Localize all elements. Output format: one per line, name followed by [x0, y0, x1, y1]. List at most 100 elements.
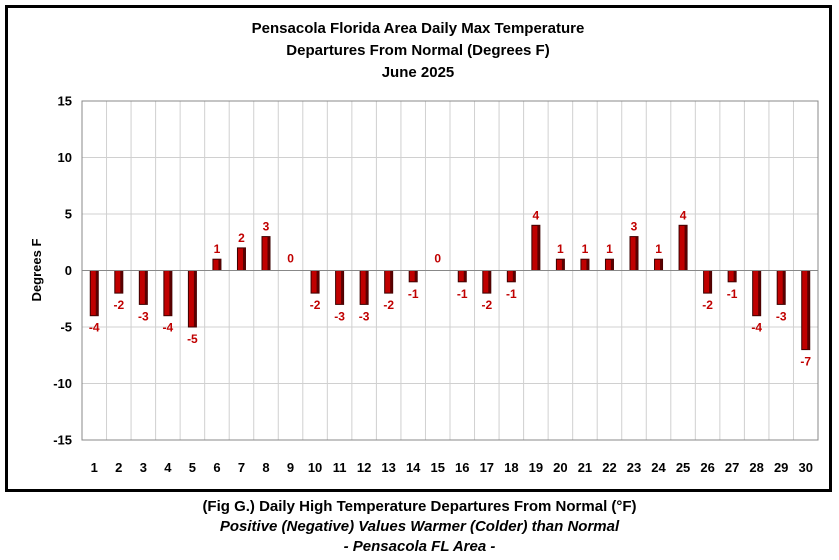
data-label: -3	[359, 309, 370, 323]
bar-shade	[709, 270, 712, 294]
x-tick-label: 7	[238, 460, 245, 475]
chart-title-line-1: Pensacola Florida Area Daily Max Tempera…	[252, 20, 585, 37]
x-tick-label: 29	[774, 460, 788, 475]
data-label: -2	[310, 298, 321, 312]
x-tick-label: 28	[749, 460, 763, 475]
x-tick-label: 8	[262, 460, 269, 475]
x-tick-label: 11	[333, 460, 347, 475]
x-tick-label: 27	[725, 460, 739, 475]
bar-shade	[807, 270, 810, 350]
x-tick-label: 15	[430, 460, 444, 475]
x-tick-label: 24	[651, 460, 666, 475]
data-label: -2	[383, 298, 394, 312]
data-label: 3	[263, 220, 270, 234]
chart-title-line-2: Departures From Normal (Degrees F)	[286, 42, 549, 59]
x-tick-label: 1	[91, 460, 98, 475]
x-tick-label: 14	[406, 460, 421, 475]
data-label: -1	[727, 287, 738, 301]
bar-shade	[733, 270, 737, 282]
bar-shade	[218, 259, 221, 271]
data-label: -4	[751, 321, 762, 335]
x-tick-label: 9	[287, 460, 294, 475]
x-tick-label: 12	[357, 460, 371, 475]
chart: Pensacola Florida Area Daily Max Tempera…	[29, 20, 819, 475]
bar-shade	[95, 270, 99, 316]
bar-shade	[169, 270, 172, 316]
data-label: 1	[655, 242, 662, 256]
x-tick-label: 26	[700, 460, 714, 475]
bar-shade	[267, 236, 270, 271]
bar-shade	[390, 270, 393, 294]
bar-shade	[144, 270, 148, 305]
x-tick-label: 21	[578, 460, 592, 475]
bar-shade	[660, 259, 663, 271]
bar-shade	[463, 270, 467, 282]
data-label: 0	[434, 252, 441, 266]
data-label: 4	[680, 208, 687, 222]
x-tick-label: 3	[140, 460, 147, 475]
x-tick-label: 22	[602, 460, 616, 475]
data-label: 1	[606, 242, 613, 256]
data-label: -1	[408, 287, 419, 301]
bar-shade	[120, 270, 123, 294]
chart-title-line-3: June 2025	[382, 64, 455, 81]
data-label: -4	[163, 321, 174, 335]
x-tick-label: 25	[676, 460, 690, 475]
data-label: -1	[506, 287, 517, 301]
data-label: -3	[776, 309, 787, 323]
x-tick-label: 4	[164, 460, 172, 475]
data-label: -7	[800, 355, 811, 369]
data-label: 2	[238, 231, 245, 245]
bar-shade	[488, 270, 491, 294]
data-label: 1	[214, 242, 221, 256]
x-tick-label: 13	[381, 460, 395, 475]
y-tick-label: 5	[65, 207, 72, 222]
x-tick-label: 20	[553, 460, 567, 475]
x-tick-label: 16	[455, 460, 469, 475]
caption-line-3: - Pensacola FL Area -	[343, 538, 496, 555]
y-tick-label: -10	[53, 376, 72, 391]
x-tick-label: 18	[504, 460, 518, 475]
y-axis-label: Degrees F	[29, 239, 44, 302]
caption-line-1: (Fig G.) Daily High Temperature Departur…	[202, 498, 637, 515]
bar-shade	[537, 225, 540, 271]
data-label: 3	[631, 220, 638, 234]
x-tick-label: 5	[189, 460, 196, 475]
y-tick-label: -15	[53, 433, 72, 448]
data-label: -5	[187, 332, 198, 346]
chart-frame: Pensacola Florida Area Daily Max Tempera…	[5, 5, 832, 492]
bar-shade	[586, 259, 589, 271]
bar-shade	[758, 270, 761, 316]
x-tick-label: 17	[480, 460, 494, 475]
data-label: -2	[481, 298, 492, 312]
bar-shade	[193, 270, 197, 327]
bar-shade	[782, 270, 786, 305]
bar-shade	[561, 259, 565, 271]
caption-line-2: Positive (Negative) Values Warmer (Colde…	[219, 518, 620, 535]
bar-shade	[635, 236, 638, 271]
bar-shade	[414, 270, 418, 282]
data-label: -3	[138, 309, 149, 323]
x-tick-label: 23	[627, 460, 641, 475]
data-label: 4	[533, 208, 540, 222]
data-label: -4	[89, 321, 100, 335]
bar-shade	[316, 270, 320, 294]
data-label: 0	[287, 252, 294, 266]
data-label: -2	[113, 298, 124, 312]
x-tick-label: 2	[115, 460, 122, 475]
x-tick-label: 19	[529, 460, 543, 475]
bar-shade	[684, 225, 688, 271]
x-tick-label: 6	[213, 460, 220, 475]
data-label: 1	[582, 242, 589, 256]
x-tick-label: 30	[798, 460, 812, 475]
data-label: 1	[557, 242, 564, 256]
bar-shade	[512, 270, 516, 282]
bar-shade	[341, 270, 344, 305]
figure-caption: (Fig G.) Daily High Temperature Departur…	[0, 497, 839, 557]
y-tick-label: 15	[58, 94, 72, 109]
y-tick-label: 0	[65, 263, 72, 278]
bar-shade	[242, 247, 246, 271]
data-label: -1	[457, 287, 468, 301]
data-label: -3	[334, 309, 345, 323]
x-tick-label: 10	[308, 460, 322, 475]
